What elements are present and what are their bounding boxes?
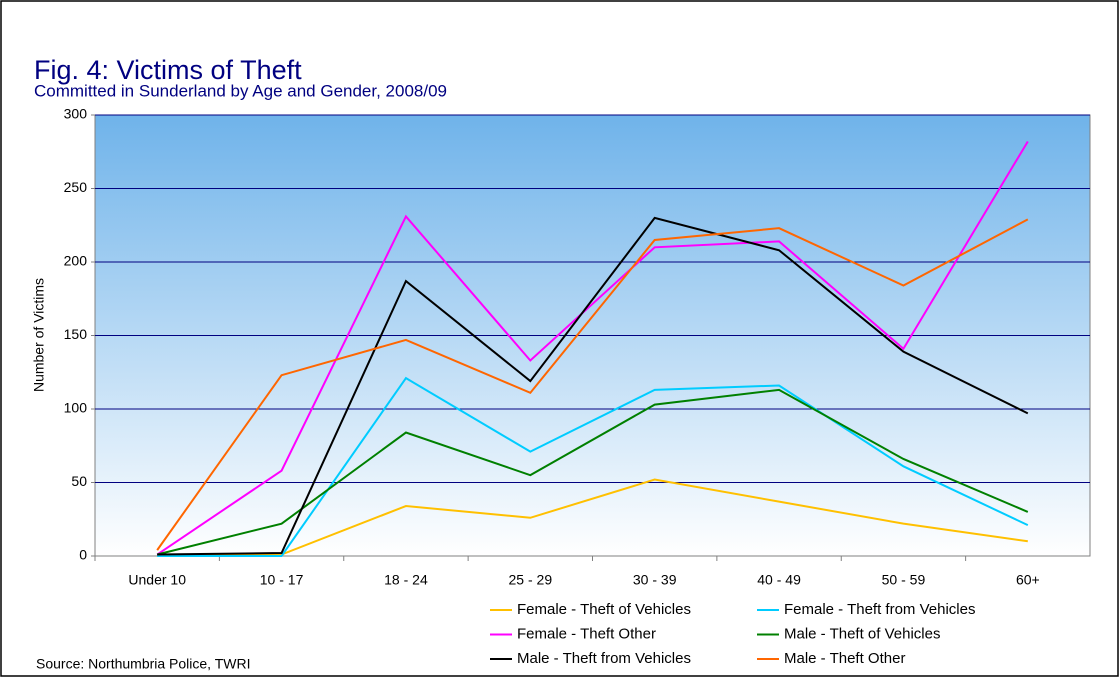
y-tick-label: 250 [64, 179, 88, 195]
legend-label: Male - Theft of Vehicles [784, 625, 940, 642]
series-line [157, 478, 1028, 557]
chart-title: Fig. 4: Victims of Theft [34, 55, 302, 85]
x-tick-label: 30 - 39 [633, 572, 677, 588]
x-tick-label: 40 - 49 [757, 572, 801, 588]
chart-subtitle: Committed in Sunderland by Age and Gende… [34, 81, 447, 100]
series-line [156, 140, 1029, 556]
x-tick-label: 25 - 29 [509, 572, 553, 588]
y-axis-label: Number of Victims [31, 278, 47, 392]
y-tick-label: 50 [71, 473, 87, 489]
y-tick-label: 0 [79, 547, 87, 563]
x-tick-label: 60+ [1016, 572, 1040, 588]
legend-label: Female - Theft from Vehicles [784, 601, 975, 618]
x-tick-label: Under 10 [128, 572, 186, 588]
x-tick-label: 50 - 59 [882, 572, 926, 588]
series-line [156, 218, 1029, 551]
legend-label: Male - Theft Other [784, 650, 905, 667]
legend-label: Female - Theft of Vehicles [517, 601, 691, 618]
x-tick-label: 10 - 17 [260, 572, 304, 588]
legend-label: Female - Theft Other [517, 625, 656, 642]
source: Source: Northumbria Police, TWRI [36, 656, 250, 672]
series-line [157, 216, 1029, 556]
y-tick-label: 200 [64, 253, 88, 269]
x-tick-label: 18 - 24 [384, 572, 428, 588]
series-line [157, 376, 1029, 557]
y-tick-label: 150 [64, 326, 88, 342]
y-tick-label: 300 [64, 106, 88, 122]
legend-label: Male - Theft from Vehicles [517, 650, 691, 667]
y-tick-label: 100 [64, 400, 88, 416]
